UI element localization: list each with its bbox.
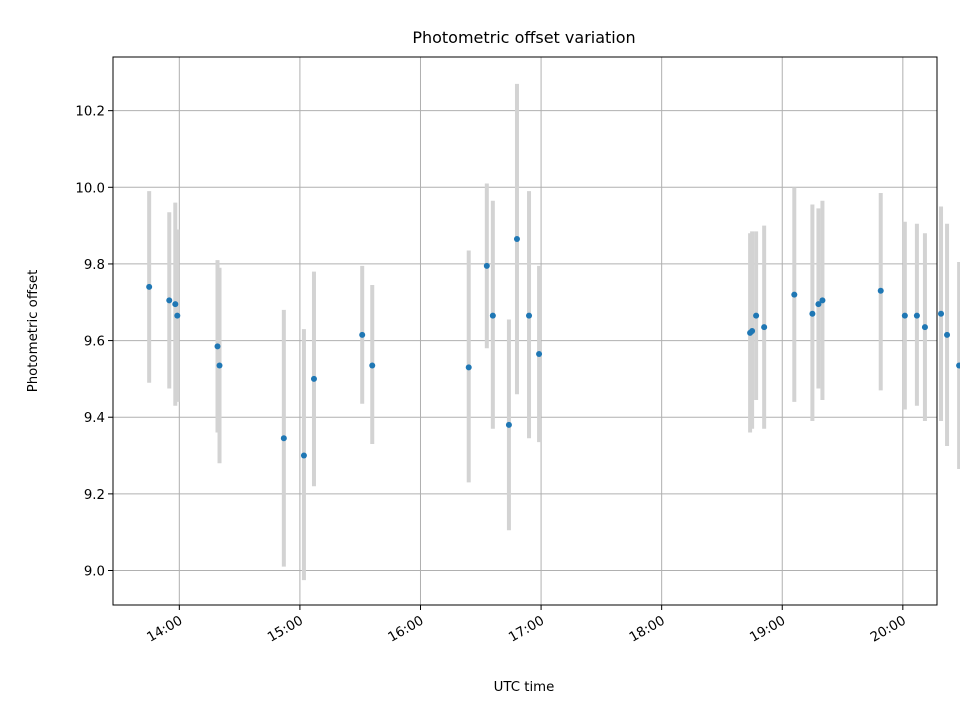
data-point xyxy=(359,331,366,338)
data-point xyxy=(216,362,223,369)
data-point xyxy=(944,331,951,338)
data-point xyxy=(489,312,496,319)
data-point xyxy=(815,301,822,308)
data-point xyxy=(166,297,173,304)
x-tick-label: 18:00 xyxy=(627,613,668,645)
plot-frame xyxy=(112,56,938,606)
chart-title: Photometric offset variation xyxy=(412,28,635,47)
data-point xyxy=(369,362,376,369)
data-point xyxy=(310,375,317,382)
x-tick-label: 17:00 xyxy=(506,613,547,645)
x-tick-label: 19:00 xyxy=(748,613,789,645)
x-axis: 14:00 15:00 16:00 17:00 18:00 19:00 20:00 xyxy=(145,605,909,646)
data-point xyxy=(761,324,768,331)
data-point xyxy=(513,236,520,243)
data-point xyxy=(791,291,798,298)
x-tick-label: 16:00 xyxy=(386,613,427,645)
data-point xyxy=(505,421,512,428)
grid xyxy=(113,57,937,605)
x-tick-label: 20:00 xyxy=(868,613,909,645)
data-point xyxy=(809,310,816,317)
y-tick-label: 9.8 xyxy=(84,258,105,273)
data-point xyxy=(938,310,945,317)
data-point xyxy=(465,364,472,371)
data-point xyxy=(536,350,543,357)
data-point xyxy=(819,297,826,304)
y-tick-label: 9.4 xyxy=(84,411,105,426)
y-tick-label: 9.0 xyxy=(84,565,105,580)
data-point xyxy=(749,328,756,334)
data-point xyxy=(172,301,179,308)
y-tick-label: 9.6 xyxy=(84,335,105,350)
y-tick-label: 10.2 xyxy=(75,105,105,120)
x-tick-label: 14:00 xyxy=(145,613,186,645)
data-point xyxy=(921,324,928,331)
y-tick-label: 9.2 xyxy=(84,488,105,503)
data-points xyxy=(146,236,960,459)
y-tick-label: 10.0 xyxy=(75,181,105,196)
data-point xyxy=(483,262,490,269)
data-point xyxy=(901,312,908,319)
errorbars xyxy=(147,83,960,581)
data-point xyxy=(300,452,307,459)
data-point xyxy=(146,283,153,290)
x-tick-label: 15:00 xyxy=(265,613,306,645)
data-point xyxy=(174,312,181,319)
data-point xyxy=(280,435,287,442)
data-point xyxy=(753,312,760,319)
data-point xyxy=(913,312,920,319)
data-point xyxy=(214,343,221,350)
data-point xyxy=(526,312,533,319)
x-axis-label: UTC time xyxy=(494,680,555,695)
data-point xyxy=(877,287,884,294)
y-axis: 9.0 9.2 9.4 9.6 9.8 10.0 10.2 xyxy=(75,105,113,580)
data-point xyxy=(956,362,960,369)
y-axis-label: Photometric offset xyxy=(26,270,41,393)
